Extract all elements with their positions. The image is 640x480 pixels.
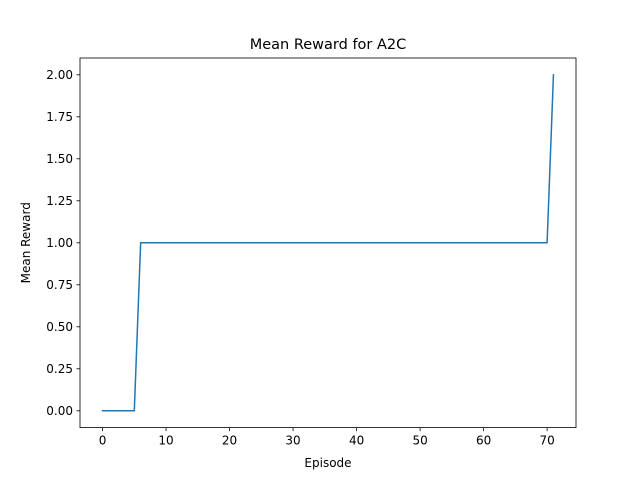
y-axis: 0.00 0.25 0.50 0.75 1.00 1.25 1.50 1.75 2.00 (46, 68, 80, 418)
x-tick-label: 20 (222, 434, 237, 448)
x-tick-label: 70 (539, 434, 554, 448)
x-tick-label: 60 (476, 434, 491, 448)
x-axis: 0 10 20 30 40 50 60 70 (99, 427, 555, 448)
x-tick-label: 50 (412, 434, 427, 448)
y-tick-label: 2.00 (46, 68, 73, 82)
y-tick-label: 0.25 (46, 362, 73, 376)
y-tick-label: 0.00 (46, 404, 73, 418)
x-axis-label: Episode (304, 456, 351, 470)
x-tick-label: 10 (158, 434, 173, 448)
plot-area (101, 74, 555, 412)
chart-title: Mean Reward for A2C (250, 37, 407, 53)
y-tick-label: 0.75 (46, 278, 73, 292)
y-tick-label: 1.50 (46, 152, 73, 166)
y-tick-label: 0.50 (46, 320, 73, 334)
y-tick-label: 1.25 (46, 194, 73, 208)
y-axis-label: Mean Reward (19, 202, 33, 283)
y-tick-label: 1.75 (46, 110, 73, 124)
x-tick-label: 30 (285, 434, 300, 448)
x-tick-label: 40 (349, 434, 364, 448)
y-tick-label: 1.00 (46, 236, 73, 250)
series-line (101, 74, 555, 412)
x-tick-label: 0 (99, 434, 107, 448)
